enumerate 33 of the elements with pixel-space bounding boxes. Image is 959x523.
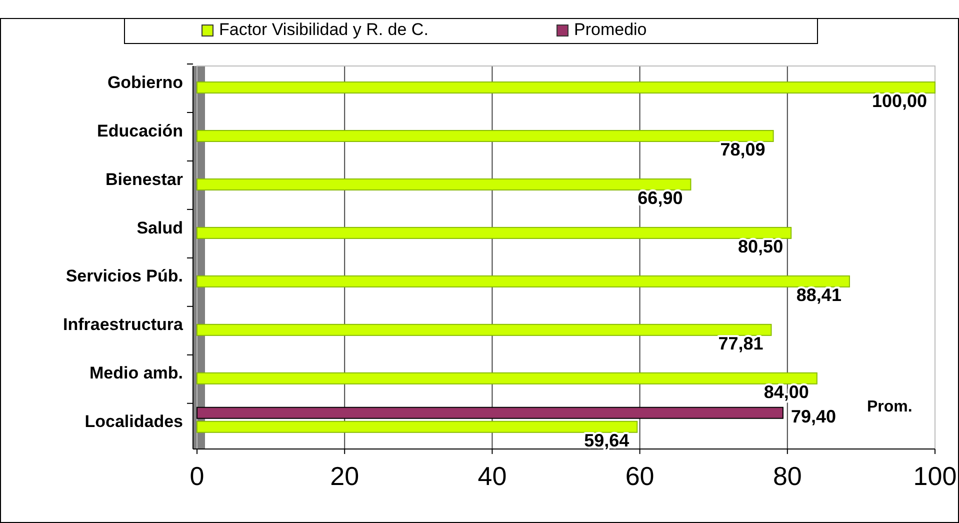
data-label: 88,41 <box>796 284 842 305</box>
bar <box>196 275 850 288</box>
data-label: 79,40 <box>790 406 836 426</box>
x-tick-label: 20 <box>330 461 360 491</box>
y-tick-label: Medio amb. <box>89 364 183 383</box>
data-label: 100,00 <box>872 91 927 111</box>
bar <box>196 178 692 190</box>
data-label: 77,81 <box>718 333 764 354</box>
x-tick-label: 40 <box>478 461 507 491</box>
bar <box>196 82 936 94</box>
legend-label: Promedio <box>574 20 647 39</box>
x-tick-label: 60 <box>625 461 654 491</box>
x-tick-label: 100 <box>913 461 957 491</box>
y-tick-label: Educación <box>97 121 183 140</box>
legend-label: Factor Visibilidad y R. de C. <box>219 20 428 39</box>
bar <box>196 406 784 419</box>
data-label: 80,50 <box>738 236 784 256</box>
bar <box>196 372 818 384</box>
y-tick-label: Salud <box>136 218 183 238</box>
y-tick-label: Infraestructura <box>63 315 184 334</box>
y-tick-label: Servicios Púb. <box>66 266 183 286</box>
bar <box>196 324 772 336</box>
bar <box>196 420 638 433</box>
x-tick-label: 80 <box>772 461 802 491</box>
y-tick-label: Localidades <box>84 412 183 432</box>
y-tick-label: Gobierno <box>107 72 183 92</box>
annotation: Prom. <box>866 398 912 416</box>
x-tick-label: 0 <box>190 461 204 491</box>
bar <box>196 226 792 239</box>
data-label: 78,09 <box>720 139 766 160</box>
bar <box>196 130 774 142</box>
y-tick-label: Bienestar <box>106 170 184 189</box>
data-label: 59,64 <box>584 430 630 450</box>
